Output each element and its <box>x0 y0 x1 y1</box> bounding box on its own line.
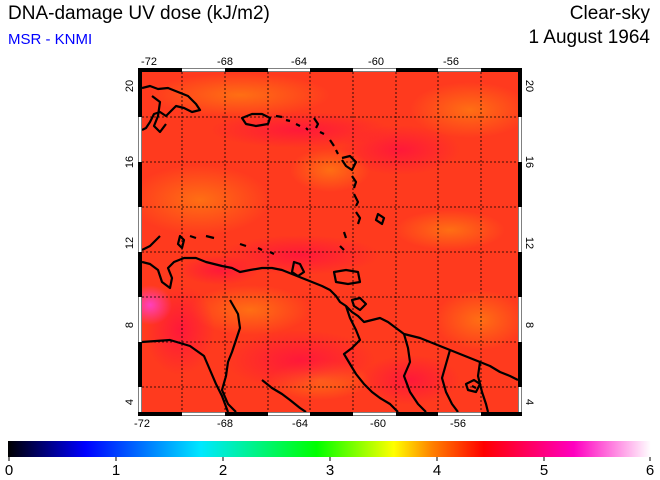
colorbar-label: 2 <box>219 462 227 479</box>
lat-tick-right: 12 <box>523 237 535 249</box>
lon-tick-bottom: -56 <box>450 418 466 430</box>
uv-dose-field <box>142 72 518 412</box>
lat-tick-left: 8 <box>124 322 136 328</box>
colorbar-label: 6 <box>646 462 654 479</box>
guiana-brazil-border <box>476 361 490 412</box>
lat-tick-left: 20 <box>124 80 136 92</box>
margarita-outline <box>290 260 306 278</box>
grenadines-outline <box>339 231 348 251</box>
lon-tick-top: -56 <box>443 56 459 68</box>
lon-tick-top: -68 <box>217 56 233 68</box>
colorbar-label: 0 <box>5 462 13 479</box>
lon-tick-bottom: -72 <box>134 418 150 430</box>
lat-tick-right: 16 <box>523 156 535 168</box>
guadeloupe-outline <box>313 117 358 172</box>
hispaniola-outline <box>142 84 202 131</box>
lat-tick-left: 12 <box>124 237 136 249</box>
lon-tick-top: -64 <box>291 56 307 68</box>
sky-condition-label: Clear-sky <box>569 3 650 24</box>
lon-tick-bottom: -64 <box>292 418 308 430</box>
puerto-rico-outline <box>240 112 272 128</box>
frame-ticks <box>138 68 522 416</box>
suriname-guiana-border <box>440 349 459 412</box>
lat-tick-left: 4 <box>124 399 136 405</box>
colorbar-ticks <box>8 457 651 461</box>
source-label: MSR - KNMI <box>8 31 93 48</box>
orinoco-delta-outline <box>350 296 368 312</box>
map-title: DNA-damage UV dose (kJ/m2) <box>8 3 270 24</box>
guyana-suriname-border <box>402 333 427 412</box>
colorbar-label: 3 <box>326 462 334 479</box>
date-label: 1 August 1964 <box>528 27 651 48</box>
lon-tick-bottom: -68 <box>217 418 233 430</box>
trinidad-outline <box>332 268 362 286</box>
colombia-border <box>142 338 230 412</box>
coastlines <box>142 84 518 412</box>
lon-tick-top: -72 <box>141 56 157 68</box>
colorbar-label: 1 <box>112 462 120 479</box>
colorbar <box>8 441 651 457</box>
south-america-coast-outline <box>142 235 518 381</box>
colorbar-label: 5 <box>540 462 548 479</box>
venezuela-guyana-border <box>342 305 399 412</box>
lat-tick-right: 8 <box>523 322 535 328</box>
lat-tick-left: 16 <box>124 156 136 168</box>
lon-tick-top: -60 <box>368 56 384 68</box>
lat-tick-right: 4 <box>523 399 535 405</box>
graticule <box>142 72 518 412</box>
barbados-outline <box>374 212 386 226</box>
lat-tick-right: 20 <box>523 80 535 92</box>
virgin-islands-outline <box>275 114 309 131</box>
haiti-peninsula-outline <box>151 95 167 134</box>
lon-tick-bottom: -60 <box>370 418 386 430</box>
colorbar-label: 4 <box>433 462 441 479</box>
